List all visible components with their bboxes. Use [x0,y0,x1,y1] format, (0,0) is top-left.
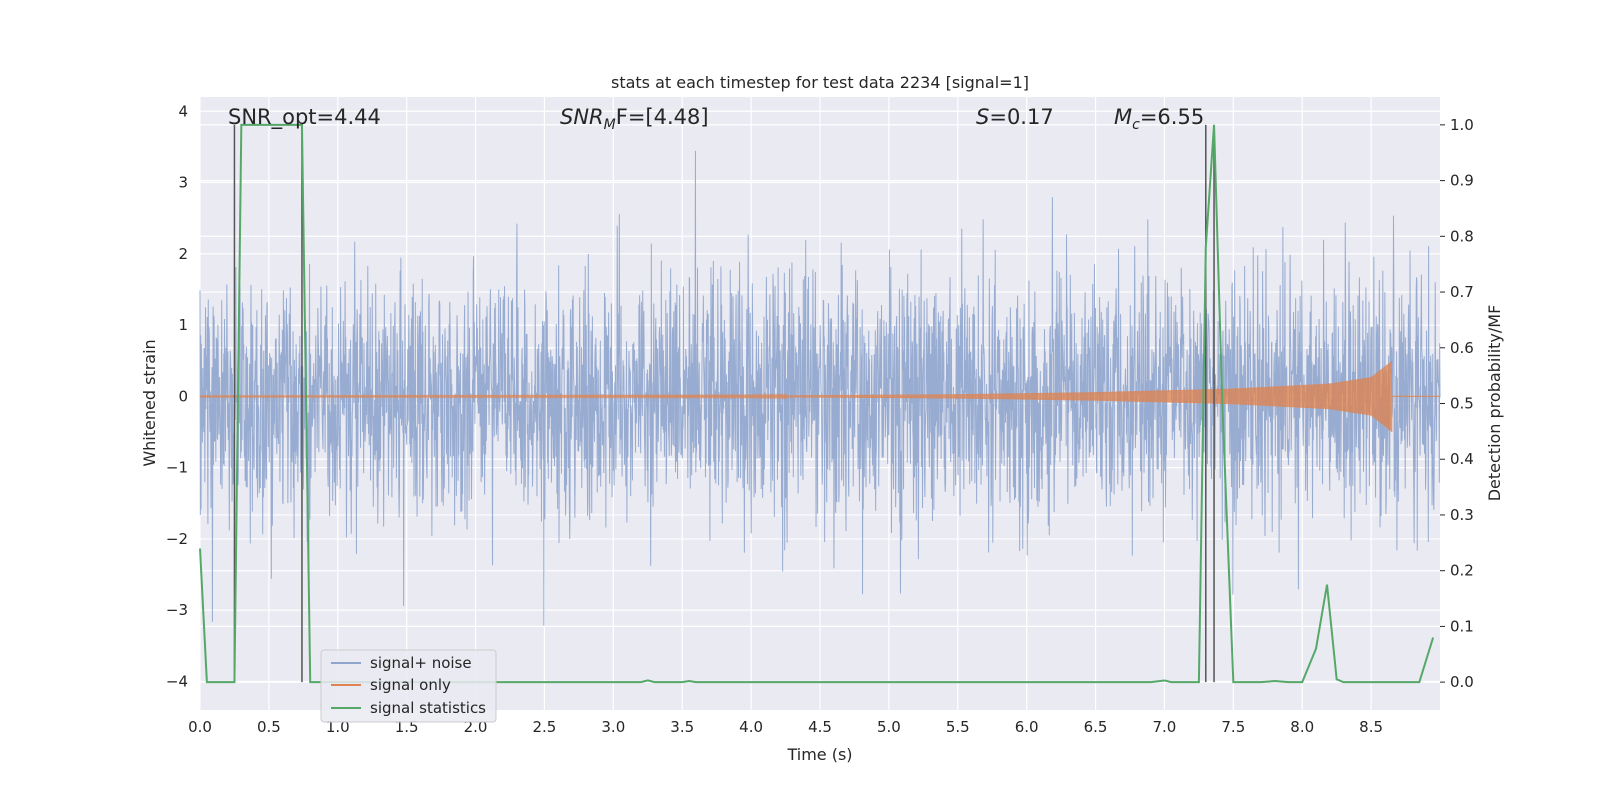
y-left-tick-label: 4 [178,102,188,120]
y-right-tick-label: 0.7 [1450,283,1474,301]
y-right-tick-label: 1.0 [1450,116,1474,134]
y-left-tick-label: −2 [166,530,188,548]
x-tick-label: 6.0 [1015,718,1039,736]
y-right-tick-label: 0.2 [1450,562,1474,580]
s-symbol: S [976,105,989,129]
x-tick-label: 5.0 [877,718,901,736]
x-tick-label: 4.5 [808,718,832,736]
y-left-tick-label: −3 [166,601,188,619]
snr-mf-subscript: M [604,117,616,133]
x-tick-label: 5.5 [946,718,970,736]
y-axis-right-label: Detection probability/MF [1485,305,1504,502]
x-tick-label: 3.0 [601,718,625,736]
y-right-tick-label: 0.4 [1450,450,1474,468]
signal-plus-noise-series [199,150,1441,626]
y-left-tick-label: 2 [178,245,188,263]
x-tick-label: 8.5 [1359,718,1383,736]
x-tick-label: 7.0 [1153,718,1177,736]
y-left-tick-labels: 4 3 2 1 0 −1 −2 −3 −4 [166,102,188,690]
y-right-tick-label: 0.0 [1450,673,1474,691]
mc-subscript: c [1132,117,1140,133]
y-right-tick-label: 0.1 [1450,617,1474,635]
signal-only-line [199,361,1440,433]
y-left-tick-label: 3 [178,174,188,192]
y-left-tick-label: 1 [178,316,188,334]
y-right-tick-label: 0.6 [1450,339,1474,357]
x-tick-label: 8.0 [1290,718,1314,736]
y-left-tick-label: −4 [166,672,188,690]
x-tick-label: 3.5 [670,718,694,736]
y-left-tick-label: 0 [178,387,188,405]
x-tick-label: 0.0 [188,718,212,736]
x-tick-labels: 0.0 0.5 1.0 1.5 2.0 2.5 3.0 3.5 4.0 4.5 5.0 5.5 6.0 6… [188,718,1383,736]
annotation-mc: Mc=6.55 [1114,105,1204,133]
legend-label-signal-only: signal only [370,676,451,694]
legend: signal+ noise signal only signal statist… [320,649,497,723]
snr-mf-value: F=[4.48] [616,105,709,129]
x-tick-label: 4.0 [739,718,763,736]
x-tick-label: 0.5 [257,718,281,736]
mc-symbol: M [1114,105,1132,129]
annotation-s: S=0.17 [976,105,1054,129]
annotation-snr-mf: SNRMF=[4.48] [560,105,709,133]
y-right-tick-label: 0.9 [1450,172,1474,190]
signal-plus-noise-line [199,150,1441,626]
vertical-markers [233,124,1215,683]
signal-only-series [199,361,1440,433]
s-value: =0.17 [989,105,1053,129]
x-axis-label: Time (s) [786,745,852,764]
y-left-tick-label: −1 [166,459,188,477]
legend-box [320,649,497,723]
mc-value: =6.55 [1140,105,1204,129]
y-right-tick-labels: 1.0 0.9 0.8 0.7 0.6 0.5 0.4 0.3 0.2 0.1 0.0 [1440,116,1474,691]
snr-mf-symbol: SNR [560,105,604,129]
y-right-tick-label: 0.8 [1450,227,1474,245]
y-axis-left-label: Whitened strain [140,339,159,466]
x-tick-label: 6.5 [1084,718,1108,736]
x-tick-label: 2.5 [533,718,557,736]
chart-title: stats at each timestep for test data 223… [611,73,1029,92]
legend-label-signal-plus-noise: signal+ noise [370,654,472,672]
y-right-tick-label: 0.3 [1450,506,1474,524]
annotation-snr-opt: SNR_opt=4.44 [228,105,381,130]
x-tick-label: 7.5 [1221,718,1245,736]
legend-label-signal-statistics: signal statistics [370,699,486,717]
y-right-tick-label: 0.5 [1450,395,1474,413]
